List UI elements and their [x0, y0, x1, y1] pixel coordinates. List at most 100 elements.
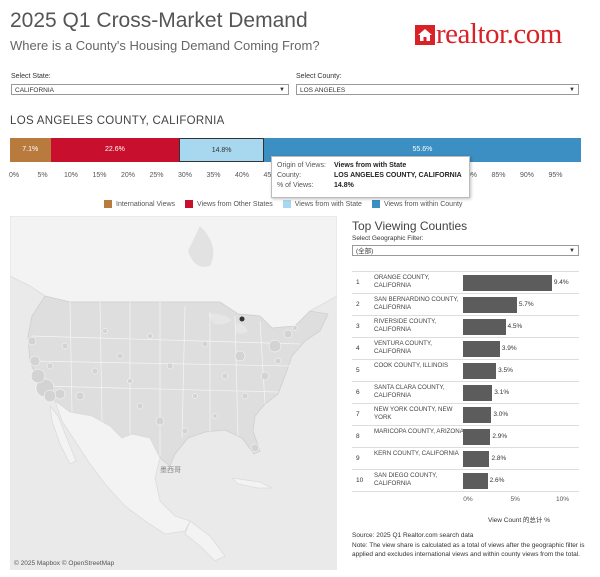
state-filter-label: Select State:	[11, 73, 51, 80]
stacked-x-tick: 40%	[234, 172, 250, 179]
chart-legend: International Views Views from Other Stat…	[104, 200, 472, 208]
legend-swatch	[371, 200, 380, 208]
geo-filter-label: Select Geographic Filter:	[352, 235, 424, 242]
legend-swatch	[185, 200, 194, 208]
county-bar-label: 5.7%	[518, 301, 534, 308]
origin-map[interactable]: 墨西哥	[10, 216, 337, 570]
state-select[interactable]: CALIFORNIA ▼	[11, 84, 289, 95]
row-divider	[352, 403, 579, 404]
legend-item[interactable]: International Views	[104, 200, 175, 208]
stacked-x-tick: 20%	[120, 172, 136, 179]
county-bar-label: 3.5%	[498, 367, 513, 374]
county-bar[interactable]	[463, 319, 506, 335]
stacked-x-tick: 80%	[462, 172, 478, 179]
county-rank: 9	[356, 455, 360, 462]
map-attribution[interactable]: © 2025 Mapbox © OpenStreetMap	[14, 560, 115, 567]
county-bar[interactable]	[463, 407, 492, 423]
row-divider	[352, 271, 579, 272]
top-counties-title: Top Viewing Counties	[352, 219, 468, 233]
map-canvas: 墨西哥	[10, 216, 337, 570]
source-line: Source: 2025 Q1 Realtor.com search data	[352, 532, 474, 539]
county-bar-label: 9.4%	[553, 279, 569, 286]
county-bar[interactable]	[463, 341, 500, 357]
county-bar-label: 3.1%	[494, 389, 510, 396]
tooltip-percent-key: % of Views:	[277, 182, 314, 189]
realtor-logo[interactable]: realtor.com	[415, 20, 562, 49]
stacked-bar-segment-1[interactable]: 7.1%	[10, 138, 51, 162]
row-divider	[352, 293, 579, 294]
county-name: SAN BERNARDINO COUNTY, CALIFORNIA	[374, 296, 459, 311]
county-bar-label: 2.8%	[491, 455, 507, 462]
legend-item[interactable]: Views from within County	[371, 200, 463, 208]
stacked-x-tick: 95%	[548, 172, 563, 179]
stacked-x-tick: 5%	[37, 172, 48, 179]
tooltip-county-value: LOS ANGELES COUNTY, CALIFORNIA	[334, 172, 462, 179]
note-line: Note: The view share is calculated as a …	[352, 541, 585, 559]
county-rank: 5	[356, 367, 360, 374]
stacked-x-tick: 35%	[206, 172, 221, 179]
legend-swatch	[104, 200, 112, 208]
row-divider	[352, 491, 579, 492]
row-divider	[352, 359, 579, 360]
stacked-bar-segment-3[interactable]: 14.8%	[179, 138, 264, 162]
hover-tooltip: Origin of Views: Views from with State Co…	[271, 156, 470, 198]
county-bar[interactable]	[463, 275, 552, 291]
state-select-value: CALIFORNIA	[15, 87, 55, 94]
row-divider	[352, 469, 579, 470]
legend-swatch	[282, 200, 291, 208]
legend-label: Views from with State	[294, 200, 362, 208]
county-rank: 2	[356, 301, 360, 308]
stacked-x-tick: 85%	[491, 172, 506, 179]
county-name: VENTURA COUNTY, CALIFORNIA	[374, 340, 432, 355]
county-select[interactable]: LOS ANGELES ▼	[296, 84, 579, 95]
county-rank: 7	[356, 411, 360, 418]
stacked-x-tick: 90%	[519, 172, 535, 179]
county-name: SAN DIEGO COUNTY, CALIFORNIA	[374, 472, 438, 487]
cook-county-marker[interactable]	[239, 316, 245, 322]
row-divider	[352, 447, 579, 448]
legend-item[interactable]: Views from Other States	[185, 200, 273, 208]
county-rank: 8	[356, 433, 360, 440]
county-bar-label: 2.6%	[489, 477, 505, 484]
tooltip-origin-key: Origin of Views:	[277, 162, 326, 169]
county-select-value: LOS ANGELES	[300, 87, 346, 94]
county-bar[interactable]	[463, 385, 493, 401]
house-logo-icon	[415, 24, 435, 45]
logo-wordmark: realtor.com	[436, 18, 562, 50]
dashboard-subtitle: Where is a County's Housing Demand Comin…	[10, 38, 320, 53]
ranking-x-tick: 0%	[463, 496, 473, 503]
ranking-x-tick: 10%	[555, 496, 570, 503]
county-bar[interactable]	[463, 297, 517, 313]
chevron-down-icon: ▼	[569, 248, 575, 254]
chevron-down-icon: ▼	[279, 87, 285, 93]
stacked-x-tick: 30%	[177, 172, 193, 179]
row-divider	[352, 337, 579, 338]
county-name: NEW YORK COUNTY, NEW YORK	[374, 406, 453, 421]
legend-label: Views from within County	[383, 200, 463, 208]
row-divider	[352, 381, 579, 382]
stacked-x-tick: 0%	[8, 172, 20, 179]
county-filter-label: Select County:	[296, 73, 342, 80]
county-bar[interactable]	[463, 451, 490, 467]
legend-item[interactable]: Views from with State	[282, 200, 362, 208]
county-bar[interactable]	[463, 429, 491, 445]
county-rank: 1	[356, 279, 360, 286]
county-bar[interactable]	[463, 363, 497, 379]
county-name: MARICOPA COUNTY, ARIZONA	[374, 428, 464, 435]
geo-filter-select[interactable]: (全部) ▼	[352, 245, 579, 256]
stacked-x-tick: 25%	[149, 172, 164, 179]
chevron-down-icon: ▼	[569, 87, 575, 93]
tooltip-origin-value: Views from with State	[334, 162, 407, 169]
stacked-bar-segment-2[interactable]: 22.6%	[50, 138, 180, 162]
stacked-x-tick: 45%	[263, 172, 277, 179]
stacked-x-tick: 15%	[92, 172, 107, 179]
county-bar[interactable]	[463, 473, 488, 489]
county-rank: 3	[356, 323, 360, 330]
geo-filter-value: (全部)	[356, 248, 374, 255]
tooltip-percent-value: 14.8%	[334, 182, 354, 189]
county-name: ORANGE COUNTY, CALIFORNIA	[374, 274, 430, 289]
county-bar-label: 3.9%	[501, 345, 517, 352]
legend-label: International Views	[116, 200, 176, 208]
ranking-x-axis-label: View Count 的总计 %	[488, 517, 551, 524]
county-bar-label: 2.9%	[492, 433, 508, 440]
